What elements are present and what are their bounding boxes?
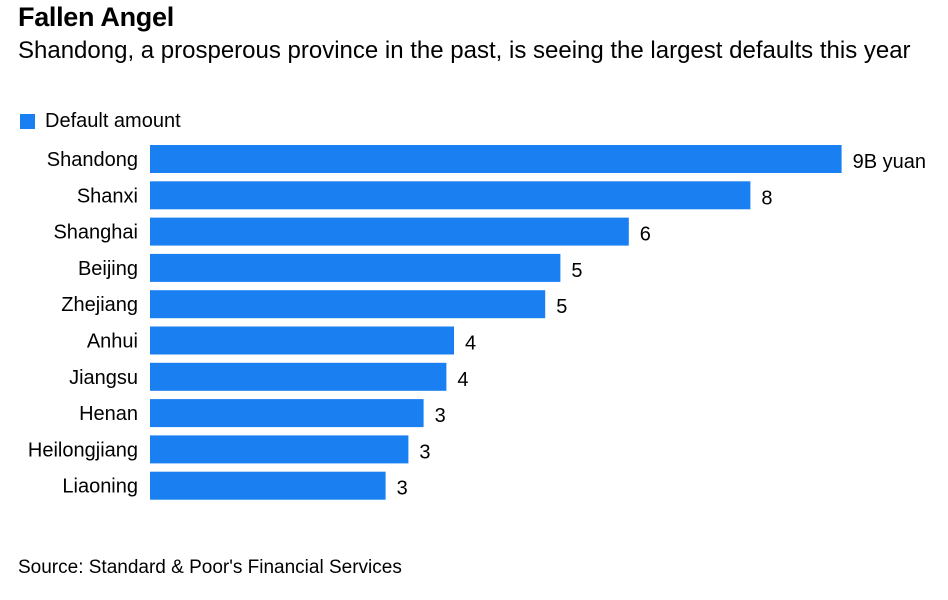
category-label: Zhejiang (61, 294, 138, 316)
category-label: Shanxi (77, 185, 138, 207)
bar-heilongjiang (150, 435, 409, 464)
category-label: Liaoning (62, 476, 138, 498)
category-label: Beijing (78, 258, 138, 280)
value-label: 8 (761, 187, 772, 209)
category-label: Heilongjiang (28, 439, 138, 461)
bar-jiangsu (150, 362, 447, 391)
value-label: 6 (640, 224, 651, 246)
chart-subtitle: Shandong, a prosperous province in the p… (18, 37, 911, 64)
value-label: 4 (465, 333, 476, 355)
bar-shanxi (150, 181, 751, 210)
category-label: Shanghai (53, 222, 138, 244)
category-label: Jiangsu (69, 367, 138, 389)
chart-title: Fallen Angel (18, 2, 174, 32)
value-label: 9B yuan (853, 151, 926, 173)
value-label: 3 (397, 478, 408, 500)
bar-anhui (150, 326, 454, 355)
value-label: 3 (419, 441, 430, 463)
category-label: Anhui (87, 331, 138, 353)
bar-shandong (150, 145, 842, 173)
value-label: 5 (556, 296, 567, 318)
category-label: Henan (79, 403, 138, 425)
legend-swatch (20, 114, 35, 129)
value-label: 3 (435, 405, 446, 427)
bar-henan (150, 399, 424, 428)
bar-liaoning (150, 471, 386, 500)
bar-zhejiang (150, 290, 546, 319)
bar-beijing (150, 253, 561, 282)
category-label: Shandong (47, 149, 138, 171)
value-label: 5 (571, 260, 582, 282)
chart-legend: Default amount (20, 110, 181, 133)
legend-label: Default amount (45, 110, 181, 132)
source-note: Source: Standard & Poor's Financial Serv… (18, 557, 402, 578)
value-label: 4 (457, 369, 468, 391)
bar-shanghai (150, 217, 629, 246)
